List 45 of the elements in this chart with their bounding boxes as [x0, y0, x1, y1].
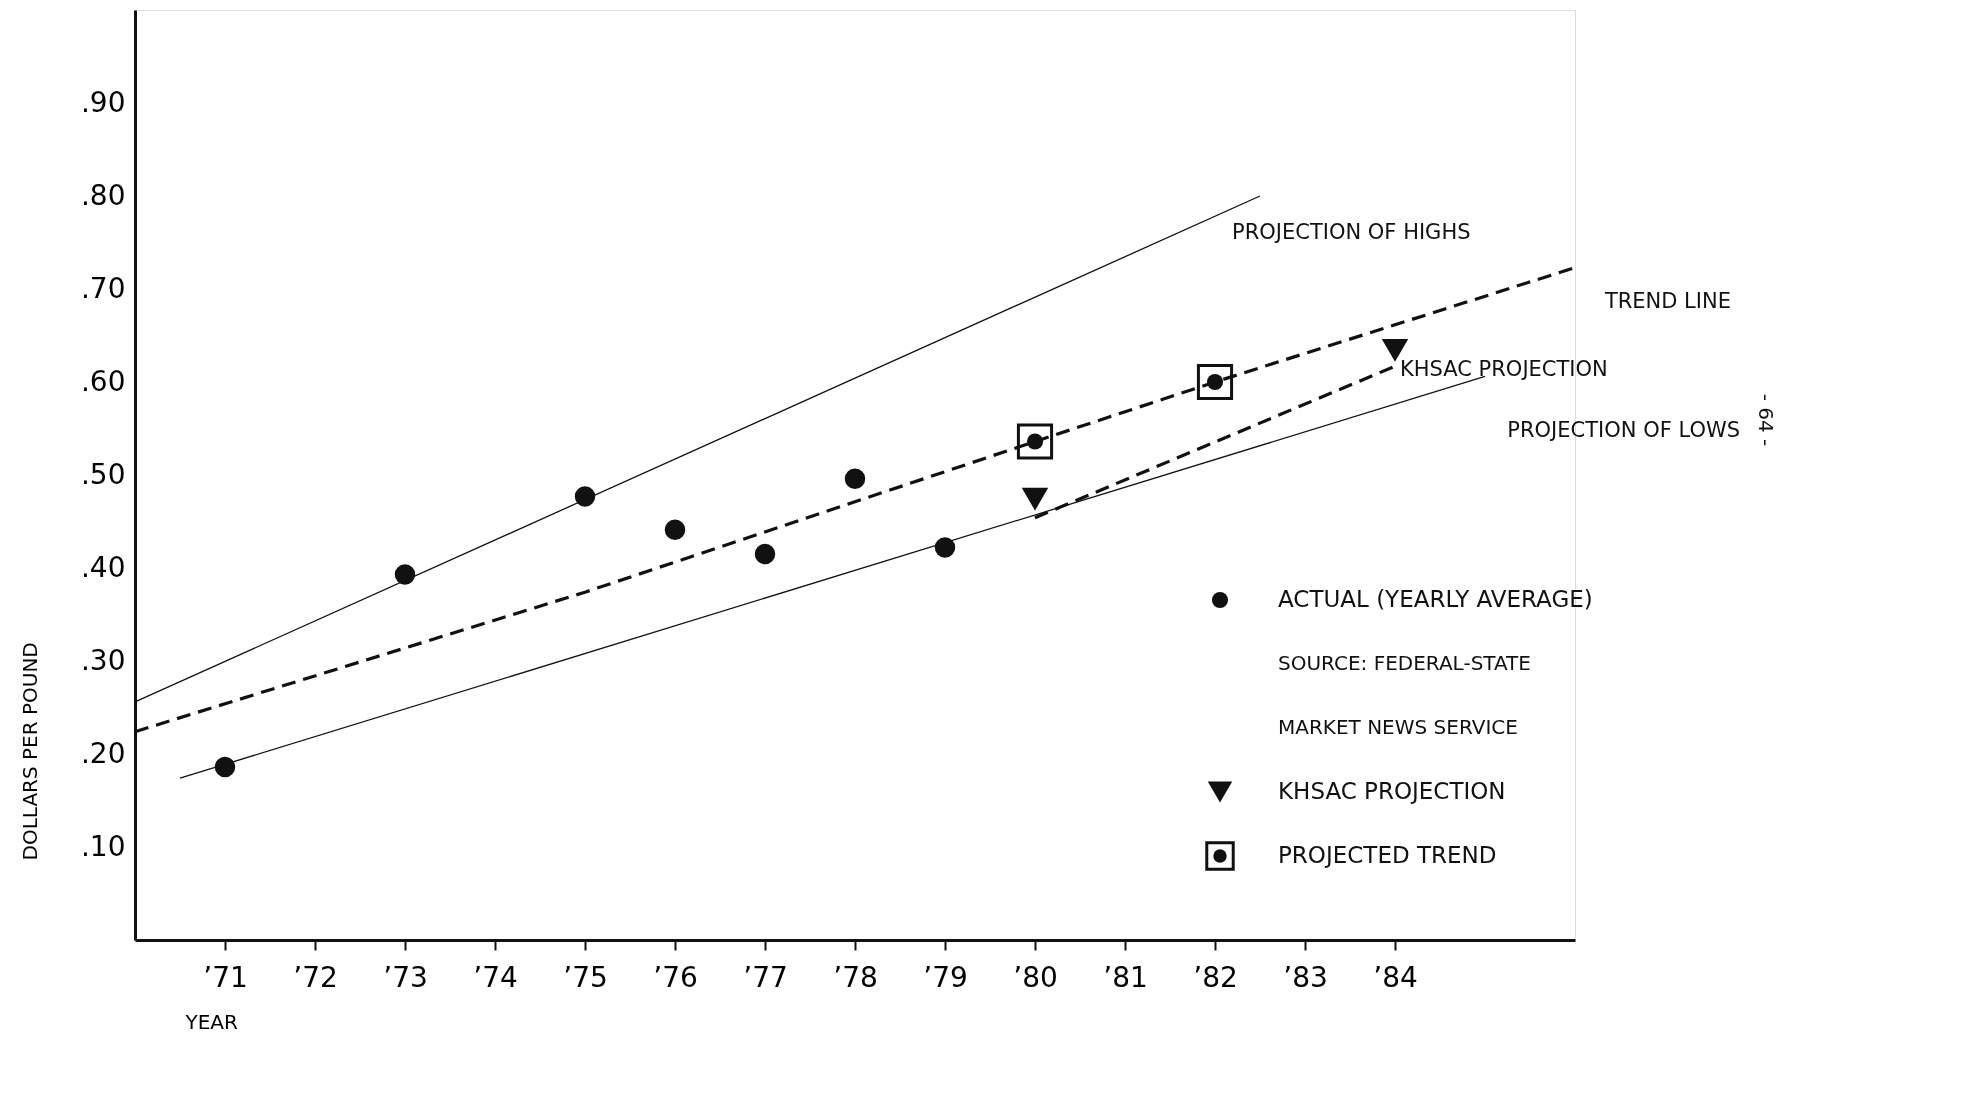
point [1021, 487, 1049, 511]
series-label: TREND LINE [1603, 288, 1731, 313]
y-tick-label: .10 [80, 829, 126, 863]
text: - 64 - [1754, 393, 1778, 447]
point [934, 537, 956, 558]
legend-label: KHSAC PROJECTION [1278, 778, 1506, 804]
text: PROJECTION OF LOWS [1507, 418, 1740, 443]
point [1016, 423, 1054, 460]
x-tick-label: ’73 [383, 960, 428, 994]
x-tick-label: ’74 [473, 960, 518, 994]
series-label: KHSAC PROJECTION [1400, 357, 1608, 382]
x-tick-label: ’76 [653, 960, 698, 994]
y-axis-title: DOLLARS PER POUND [17, 642, 42, 861]
y-tick-label: .20 [80, 736, 126, 770]
y-tick-label: .40 [80, 550, 126, 584]
text: SOURCE: FEDERAL-STATE MARKET NEWS SERVICE [1278, 651, 1531, 739]
x-axis-title: YEAR [184, 1009, 239, 1034]
x-tick-label: ’79 [923, 960, 968, 994]
point [574, 486, 596, 507]
point [754, 543, 776, 565]
x-tick-label: ’75 [563, 960, 608, 994]
legend-label: ACTUAL (YEARLY AVERAGE) [1278, 586, 1593, 612]
point [214, 756, 236, 778]
y-tick-label: .30 [80, 643, 126, 677]
y-tick-label: .60 [80, 364, 126, 398]
x-tick-label: ’80 [1013, 960, 1058, 994]
series-label: PROJECTION OF HIGHS [1232, 220, 1471, 244]
point [844, 468, 866, 489]
point [394, 564, 416, 585]
x-tick-label: ’71 [203, 960, 248, 994]
y-tick-label: .80 [80, 178, 126, 212]
x-tick-label: ’72 [293, 960, 338, 994]
x-tick-label: ’78 [833, 960, 878, 994]
point [664, 519, 686, 541]
y-tick-label: .90 [80, 85, 126, 119]
x-tick-label: ’83 [1283, 960, 1328, 994]
x-tick-label: ’84 [1373, 960, 1418, 994]
x-tick-label: ’77 [743, 960, 788, 994]
legend-label: PROJECTED TREND [1278, 842, 1497, 868]
point [1381, 338, 1409, 362]
y-tick-label: .70 [80, 271, 126, 305]
x-tick-label: ’82 [1193, 960, 1238, 994]
x-tick-label: ’81 [1103, 960, 1148, 994]
point [1196, 363, 1234, 401]
y-tick-label: .50 [80, 457, 126, 491]
